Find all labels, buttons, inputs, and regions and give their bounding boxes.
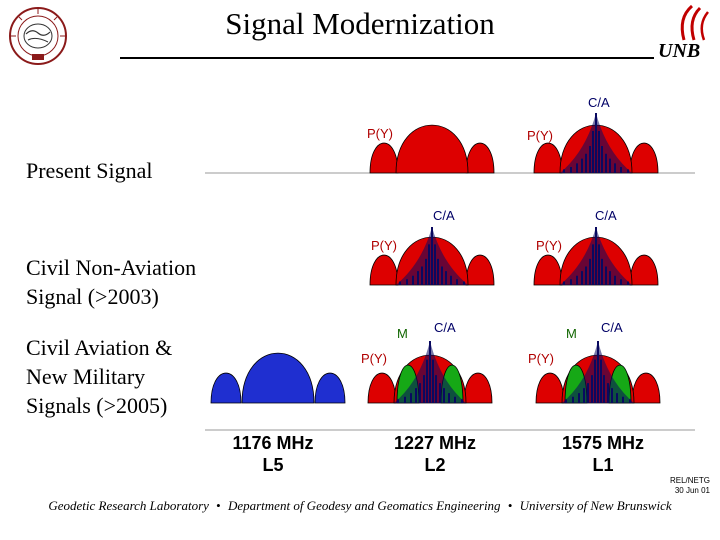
row-label-present: Present Signal	[26, 156, 153, 185]
freq-mhz: 1227 MHz	[393, 433, 477, 453]
row3-l1-side-lobe-right	[631, 372, 661, 404]
footnote-date: 30 Jun 01	[674, 486, 710, 495]
label-m-l1-row3: M	[566, 326, 577, 341]
row-label-line: Present Signal	[26, 158, 153, 183]
freq-mhz: 1575 MHz	[561, 433, 645, 453]
label-py-l1-row3: P(Y)	[528, 351, 554, 366]
row3-l5-main-lobe	[241, 352, 315, 404]
row3-l1-side-lobe-left	[535, 372, 565, 404]
label-m-l2-row3: M	[397, 326, 408, 341]
freq-band: L1	[592, 455, 614, 475]
freq-l1: 1575 MHz L1	[543, 432, 663, 476]
label-ca-l1-row2: C/A	[595, 208, 617, 223]
footer: Geodetic Research Laboratory • Departmen…	[0, 498, 720, 514]
label-py-l1-row2: P(Y)	[536, 238, 562, 253]
row2-l1-side-lobe-left	[533, 254, 563, 286]
row1-l2-side-lobe-left	[369, 142, 399, 174]
label-py-l1-row1: P(Y)	[527, 128, 553, 143]
freq-band: L5	[262, 455, 284, 475]
row-label-line: Civil Aviation &	[26, 335, 173, 360]
footnote-initials: REL/NETG	[669, 476, 710, 485]
row2-l2-side-lobe-left	[369, 254, 399, 286]
row2-l1-side-lobe-right	[629, 254, 659, 286]
row1-l2-main-lobe	[395, 124, 469, 174]
label-py-l2-row2: P(Y)	[371, 238, 397, 253]
row3-l5-side-lobe-left	[210, 372, 242, 404]
row3-l5-side-lobe-right	[314, 372, 346, 404]
row3-l1-ca-envelope	[562, 341, 634, 403]
unb-logo-text: UNB	[658, 40, 701, 62]
footer-separator: •	[216, 498, 221, 513]
row-label-civil-non-aviation: Civil Non-Aviation Signal (>2003)	[26, 253, 196, 311]
freq-mhz: 1176 MHz	[232, 433, 314, 453]
label-py-l2-row3: P(Y)	[361, 351, 387, 366]
footer-separator: •	[507, 498, 513, 513]
title-underline	[120, 57, 654, 59]
row2-l1-ca-envelope	[560, 227, 632, 285]
label-ca-l2-row3: C/A	[434, 320, 456, 335]
row1-l1-side-lobe-left	[533, 142, 563, 174]
row-label-line: Signal (>2003)	[26, 284, 159, 309]
row-label-line: New Military	[26, 364, 146, 389]
freq-l5: 1176 MHz L5	[213, 432, 333, 476]
seal-logo	[8, 6, 68, 66]
freq-l2: 1227 MHz L2	[375, 432, 495, 476]
freq-band: L2	[424, 455, 446, 475]
row1-l2-side-lobe-right	[465, 142, 495, 174]
row2-l2-ca-envelope	[396, 227, 468, 285]
row-label-line: Signals (>2005)	[26, 393, 168, 418]
row1-l1-side-lobe-right	[629, 142, 659, 174]
label-py-l2-row1: P(Y)	[367, 126, 393, 141]
row2-l2-side-lobe-right	[465, 254, 495, 286]
row3-l2-side-lobe-right	[463, 372, 493, 404]
row3-l2-ca-envelope	[394, 341, 466, 403]
label-ca-l1-row1: C/A	[588, 95, 610, 110]
footer-university: University of New Brunswick	[519, 498, 672, 513]
footer-lab: Geodetic Research Laboratory	[48, 498, 209, 513]
footer-department: Department of Geodesy and Geomatics Engi…	[227, 498, 501, 513]
page-title: Signal Modernization	[225, 6, 495, 41]
row1-l1-ca-envelope	[560, 113, 632, 173]
row-label-civil-aviation: Civil Aviation & New Military Signals (>…	[26, 333, 172, 420]
row3-l2-side-lobe-left	[367, 372, 397, 404]
unb-logo: UNB	[654, 4, 716, 64]
label-ca-l1-row3: C/A	[601, 320, 623, 335]
label-ca-l2-row2: C/A	[433, 208, 455, 223]
row-label-line: Civil Non-Aviation	[26, 255, 197, 280]
